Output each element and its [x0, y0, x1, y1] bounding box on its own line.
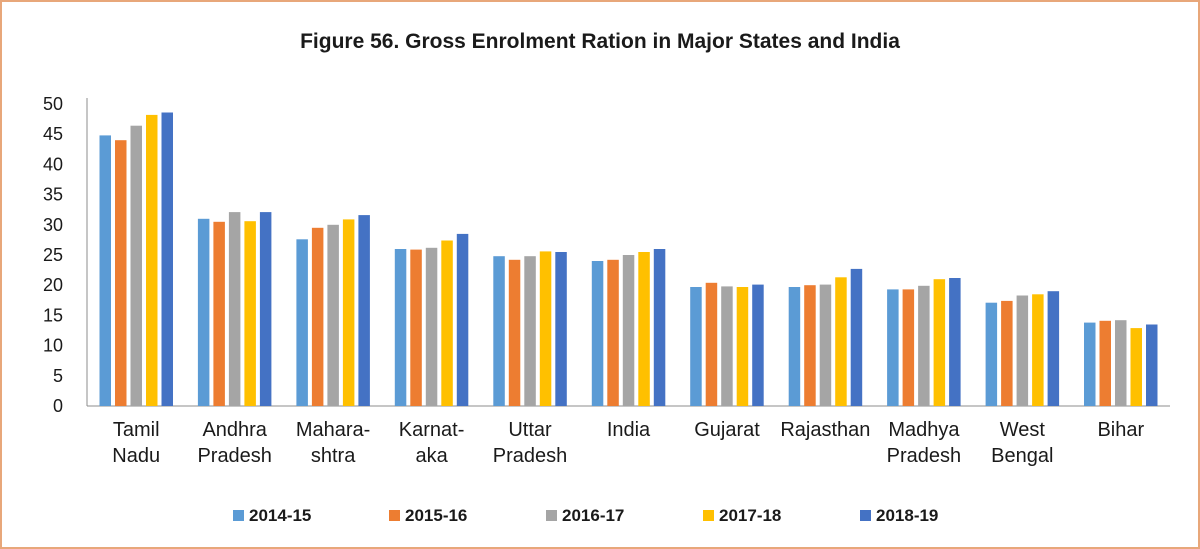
y-tick-label-35: 35 — [43, 185, 63, 205]
bar-2015-16-karnataka — [410, 249, 422, 406]
bar-2015-16-india — [607, 259, 619, 406]
bar-2016-17-gujarat — [721, 286, 733, 406]
bar-2015-16-madhyapradesh — [902, 289, 915, 406]
bar-2017-18-india — [638, 252, 650, 406]
bar-2017-18-uttarpradesh — [539, 251, 552, 406]
x-category-label: Tamil — [113, 419, 160, 441]
bar-2015-16-uttarpradesh — [508, 259, 521, 406]
bar-2018-19-karnataka — [456, 233, 469, 406]
x-category-label: Madhya — [888, 419, 960, 441]
x-category-label: Bengal — [991, 445, 1053, 467]
bar-2014-15-gujarat — [690, 287, 702, 406]
bar-2016-17-andhrapradesh — [228, 212, 241, 406]
bar-2016-17-madhyapradesh — [918, 285, 930, 406]
y-tick-label-0: 0 — [53, 396, 63, 416]
bar-2018-19-bihar — [1146, 324, 1158, 406]
x-category-label: India — [607, 419, 651, 441]
bar-2015-16-rajasthan — [804, 285, 816, 406]
x-category-label: Uttar — [508, 419, 552, 441]
chart-title: Figure 56. Gross Enrolment Ration in Maj… — [300, 30, 900, 53]
bar-2018-19-rajasthan — [850, 268, 863, 406]
bar-2018-19-gujarat — [752, 284, 764, 406]
legend-swatch-2014-15 — [233, 510, 244, 521]
bar-2014-15-india — [591, 261, 604, 406]
bar-2018-19-andhrapradesh — [259, 212, 272, 406]
legend-swatch-2015-16 — [389, 510, 400, 521]
x-category-label: Pradesh — [493, 445, 568, 467]
bar-2018-19-uttarpradesh — [555, 252, 567, 406]
y-tick-label-20: 20 — [43, 275, 63, 295]
legend-label-2017-18: 2017-18 — [719, 506, 781, 525]
y-tick-label-10: 10 — [43, 336, 63, 356]
y-tick-label-30: 30 — [43, 215, 63, 235]
bar-2017-18-rajasthan — [835, 277, 847, 406]
bar-2017-18-westbengal — [1032, 294, 1044, 406]
y-tick-label-50: 50 — [43, 94, 63, 114]
x-category-label: Pradesh — [197, 445, 272, 467]
x-category-label: Rajasthan — [780, 419, 870, 441]
bar-2015-16-bihar — [1099, 320, 1111, 406]
bar-2017-18-bihar — [1130, 328, 1142, 406]
x-category-label: West — [1000, 419, 1046, 441]
bar-2014-15-tamilnadu — [99, 135, 111, 406]
bar-2015-16-maharashtra — [311, 227, 324, 406]
bar-2017-18-karnataka — [441, 240, 453, 406]
legend-label-2016-17: 2016-17 — [562, 506, 624, 525]
y-tick-label-25: 25 — [43, 245, 63, 265]
legend-label-2018-19: 2018-19 — [876, 506, 938, 525]
bar-2014-15-uttarpradesh — [493, 256, 505, 406]
bar-2014-15-rajasthan — [788, 287, 801, 406]
bar-2016-17-westbengal — [1016, 295, 1029, 406]
legend-swatch-2016-17 — [546, 510, 557, 521]
bar-2017-18-maharashtra — [342, 219, 355, 406]
y-tick-label-45: 45 — [43, 124, 63, 144]
legend-swatch-2017-18 — [703, 510, 714, 521]
bar-2017-18-gujarat — [736, 287, 749, 406]
bar-2014-15-westbengal — [985, 302, 998, 406]
bar-2016-17-bihar — [1115, 320, 1127, 406]
x-category-label: Karnat- — [399, 419, 465, 441]
bar-2016-17-maharashtra — [327, 224, 339, 406]
x-category-label: Gujarat — [694, 419, 760, 441]
y-tick-label-15: 15 — [43, 305, 63, 325]
bar-2015-16-tamilnadu — [115, 140, 127, 406]
y-tick-label-40: 40 — [43, 154, 63, 174]
bar-2015-16-andhrapradesh — [213, 221, 225, 406]
legend-swatch-2018-19 — [860, 510, 871, 521]
bar-2017-18-tamilnadu — [146, 114, 158, 407]
bar-2015-16-gujarat — [705, 282, 718, 406]
legend-label-2014-15: 2014-15 — [249, 506, 311, 525]
bar-2014-15-karnataka — [394, 249, 407, 406]
legend-label-2015-16: 2015-16 — [405, 506, 467, 525]
bar-2014-15-bihar — [1084, 322, 1096, 406]
bar-2016-17-tamilnadu — [130, 125, 142, 406]
bar-2017-18-andhrapradesh — [244, 221, 256, 406]
bar-2016-17-uttarpradesh — [524, 256, 536, 406]
bar-2014-15-madhyapradesh — [887, 289, 899, 406]
bar-2018-19-tamilnadu — [161, 112, 173, 406]
bar-2015-16-westbengal — [1001, 300, 1013, 406]
x-category-label: Mahara- — [296, 419, 370, 441]
x-category-label: aka — [415, 445, 448, 467]
x-category-label: Nadu — [112, 445, 160, 467]
bar-2014-15-andhrapradesh — [197, 218, 210, 406]
bar-2018-19-india — [653, 249, 666, 406]
x-category-label: Bihar — [1097, 419, 1144, 441]
y-tick-label-5: 5 — [53, 366, 63, 386]
x-category-label: Andhra — [202, 419, 267, 441]
x-category-label: Pradesh — [887, 445, 962, 467]
bar-2018-19-maharashtra — [358, 215, 370, 406]
bar-2018-19-madhyapradesh — [949, 278, 961, 406]
bar-2016-17-rajasthan — [819, 284, 832, 406]
bar-2014-15-maharashtra — [296, 239, 308, 406]
bar-2018-19-westbengal — [1047, 291, 1060, 406]
bar-2016-17-karnataka — [425, 247, 438, 406]
bar-2017-18-madhyapradesh — [933, 279, 946, 406]
x-category-label: shtra — [311, 445, 356, 467]
bar-2016-17-india — [622, 255, 635, 406]
